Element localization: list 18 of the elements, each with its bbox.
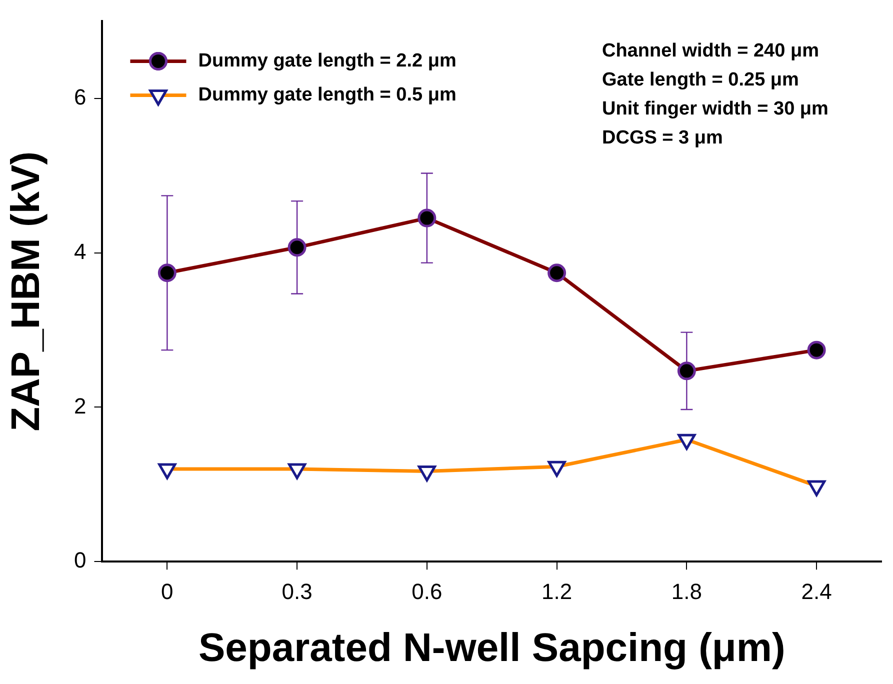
annotation: Gate length = 0.25 μm: [602, 69, 799, 90]
annotation: DCGS = 3 μm: [602, 127, 723, 148]
x-tick-label: 0.6: [412, 578, 442, 604]
x-tick-label: 2.4: [801, 578, 832, 604]
x-tick-label: 1.2: [542, 578, 572, 604]
legend-label: Dummy gate length = 0.5 μm: [198, 84, 456, 106]
x-tick-label: 0.3: [282, 578, 312, 604]
y-tick-label: 2: [74, 393, 86, 418]
x-tick-label: 0: [161, 578, 174, 604]
y-tick-label: 6: [74, 84, 86, 110]
legend-label: Dummy gate length = 2.2 μm: [198, 50, 456, 72]
y-tick-label: 0: [74, 548, 86, 573]
y-axis-title: ZAP_HBM (kV): [4, 151, 48, 432]
y-tick-label: 4: [74, 238, 86, 264]
annotation: Channel width = 240 μm: [602, 40, 819, 62]
x-tick-label: 1.8: [671, 578, 702, 604]
annotation: Unit finger width = 30 μm: [602, 98, 828, 120]
x-axis-title: Separated N-well Sapcing (μm): [198, 626, 786, 670]
